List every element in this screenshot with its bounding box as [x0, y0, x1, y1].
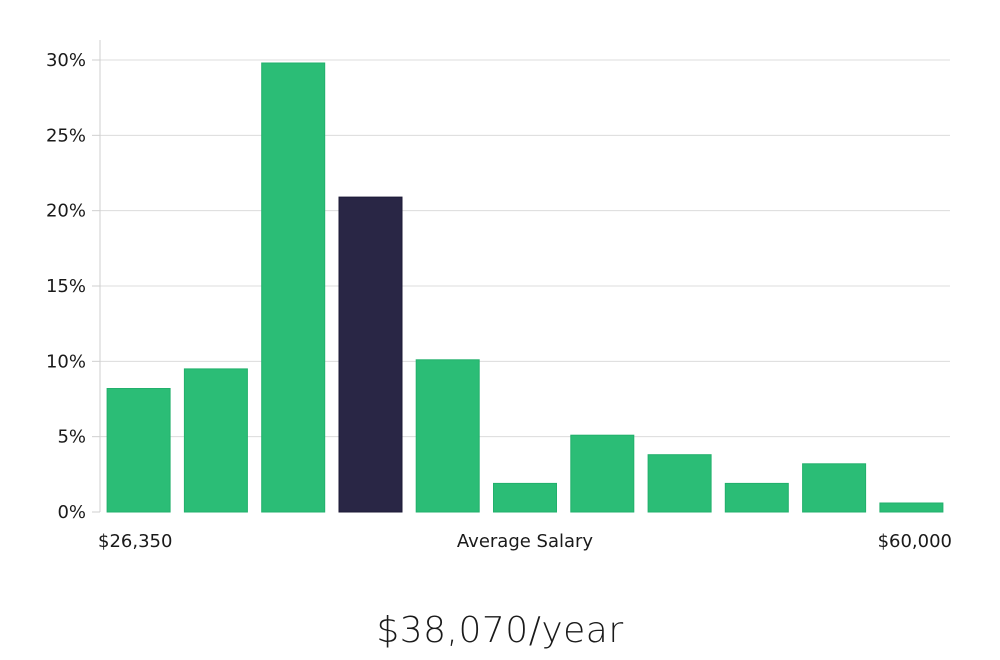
- y-tick-label: 5%: [57, 427, 86, 448]
- bar: [106, 388, 171, 513]
- y-tick-label: 30%: [46, 50, 86, 71]
- average-salary-value: $38,070/year: [376, 610, 624, 651]
- bar: [183, 368, 248, 513]
- x-max-label: $60,000: [878, 531, 952, 552]
- y-tick-label: 0%: [57, 502, 86, 523]
- bar: [724, 482, 789, 513]
- bar: [647, 454, 712, 513]
- y-tick-label: 25%: [46, 125, 86, 146]
- y-tick-label: 15%: [46, 276, 86, 297]
- bar-highlighted: [338, 196, 403, 513]
- x-min-label: $26,350: [98, 531, 172, 552]
- bar: [261, 62, 326, 513]
- bar: [802, 463, 867, 513]
- x-axis-title: Average Salary: [457, 531, 594, 552]
- y-tick-label: 20%: [46, 201, 86, 222]
- y-tick-label: 10%: [46, 351, 86, 372]
- bars: [106, 62, 944, 513]
- y-axis-ticks: 0% 5% 10% 15% 20% 25% 30%: [46, 50, 100, 523]
- salary-histogram: 0% 5% 10% 15% 20% 25% 30% $26,350 Average Sala…: [46, 40, 952, 552]
- grid-lines: [100, 59, 950, 438]
- bar: [879, 502, 944, 513]
- bar: [570, 434, 635, 513]
- bar: [493, 482, 557, 513]
- bar: [415, 359, 480, 513]
